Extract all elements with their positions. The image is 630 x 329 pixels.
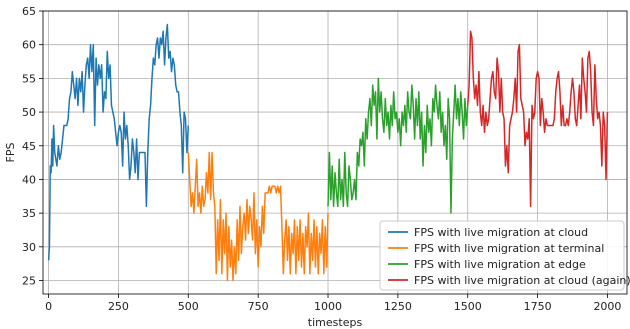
axes <box>39 10 628 298</box>
x-tick-label: 1000 <box>314 300 342 313</box>
x-tick-label: 750 <box>248 300 269 313</box>
y-tick-labels: 25 30 35 40 45 50 55 60 65 <box>22 5 36 288</box>
y-tick-label: 30 <box>22 241 36 254</box>
x-tick-label: 1750 <box>524 300 552 313</box>
legend-label: FPS with live migration at cloud (again) <box>414 274 630 287</box>
series-line-2 <box>187 151 329 282</box>
y-tick-label: 35 <box>22 207 36 220</box>
legend-label: FPS with live migration at terminal <box>414 242 604 255</box>
legend: FPS with live migration at cloud FPS with… <box>379 220 630 291</box>
y-tick-label: 50 <box>22 106 36 119</box>
x-tick-label: 1250 <box>384 300 412 313</box>
x-tick-label: 2000 <box>593 300 621 313</box>
x-axis-label: timesteps <box>308 316 363 329</box>
y-tick-label: 25 <box>22 275 36 288</box>
y-tick-label: 40 <box>22 173 36 186</box>
y-tick-label: 55 <box>22 72 36 85</box>
y-tick-label: 45 <box>22 140 36 153</box>
series-line-3 <box>327 77 469 214</box>
x-tick-label: 0 <box>45 300 52 313</box>
series-line-1 <box>47 23 190 261</box>
legend-label: FPS with live migration at edge <box>414 258 586 271</box>
legend-box <box>379 220 625 291</box>
x-tick-labels: 0 250 500 750 1000 1250 1500 1750 2000 <box>45 300 621 313</box>
x-tick-label: 500 <box>178 300 199 313</box>
x-tick-label: 250 <box>108 300 129 313</box>
plot-frame <box>42 10 628 295</box>
y-tick-label: 60 <box>22 39 36 52</box>
y-axis-label: FPS <box>4 143 17 163</box>
series-line-4 <box>466 30 609 208</box>
series-lines <box>47 23 609 282</box>
legend-label: FPS with live migration at cloud <box>414 226 588 239</box>
x-tick-label: 1500 <box>454 300 482 313</box>
y-tick-label: 65 <box>22 5 36 18</box>
